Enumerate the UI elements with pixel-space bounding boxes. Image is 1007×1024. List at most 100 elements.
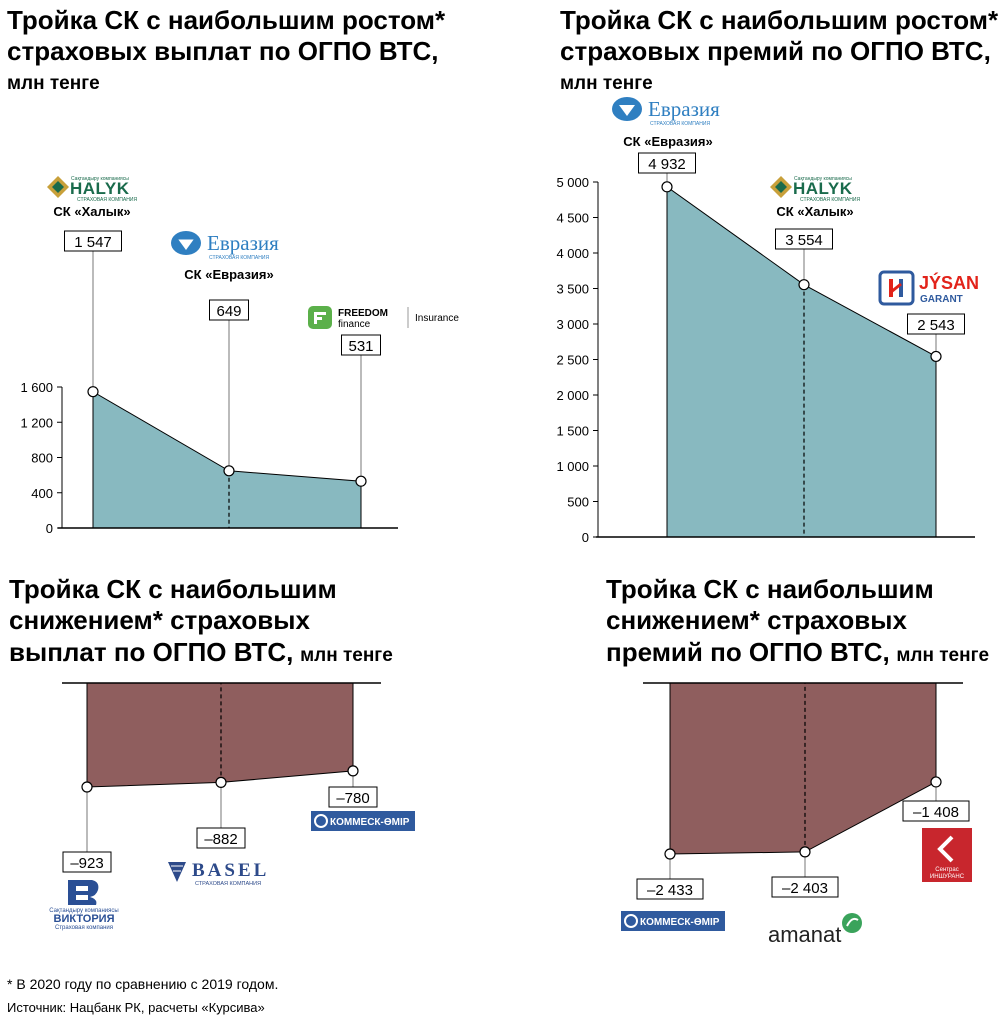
chart4-point	[664, 848, 676, 860]
sentras-word: Сентрас	[935, 867, 958, 873]
chart2-title-unit: млн тенге	[560, 72, 653, 94]
viktoriya-emblem-icon	[68, 880, 99, 905]
chart2-point	[798, 279, 810, 291]
chart2-halyk-caption: СК «Халык»	[776, 204, 853, 219]
halyk-sub-text: СТРАХОВАЯ КОМПАНИЯ	[77, 197, 137, 203]
kommesk-logo-2: КОММЕСК-ӨМІР	[621, 911, 725, 931]
chart2-y-tick-label: 1 000	[556, 459, 589, 474]
diamond-icon	[171, 231, 201, 255]
chart4-plot: –2 433 –2 403 –1 408	[636, 682, 970, 900]
kommesk-logo: КОММЕСК-ӨМІР	[311, 811, 415, 831]
chart4-point	[930, 776, 942, 788]
freedom-insurance-word: Insurance	[415, 313, 459, 324]
chart3-title: Тройка СК с наибольшим снижением* страхо…	[9, 574, 409, 668]
chart2-value-label: 2 543	[917, 317, 955, 334]
chart2-y-tick-label: 4 500	[556, 211, 589, 226]
chart1-value-label: 649	[216, 303, 241, 320]
chart1-value-box	[209, 299, 249, 321]
evraziya-word-2: Евразия	[648, 97, 720, 121]
evraziya-sub-text-2: СТРАХОВАЯ КОМПАНИЯ	[650, 121, 710, 127]
chart3-value-box	[196, 827, 246, 849]
chart2-point	[930, 350, 942, 363]
basel-word: BASEL	[192, 860, 269, 881]
chart3-value-box	[328, 786, 378, 808]
halyk-logo-2: Сақтандыру компаниясы HALYK СТРАХОВАЯ КО…	[770, 176, 860, 203]
sentras-emblem-icon	[937, 835, 954, 863]
chart2-y-tick-label: 0	[582, 530, 589, 545]
chart1-point	[223, 465, 235, 477]
chart2-value-label: 3 554	[785, 232, 823, 249]
chart3-value-label: –882	[204, 831, 237, 848]
chart2-y-tick-label: 4 000	[556, 246, 589, 261]
chart4-value-label: –2 403	[782, 880, 828, 897]
chart2-point	[661, 181, 673, 193]
chart4-value-box	[636, 878, 704, 900]
chart3-point	[215, 776, 227, 788]
chart3-point	[347, 765, 359, 777]
chart1-point	[355, 475, 367, 487]
chart1-plot: 0 400 800 1 200 1 600 1 547 649 531	[20, 230, 398, 536]
evraziya-word: Евразия	[207, 231, 279, 255]
chart4-area	[669, 682, 937, 855]
chart4-title-unit: млн тенге	[896, 644, 990, 666]
chart3-title-unit: млн тенге	[300, 644, 393, 666]
freedom-finance-word: finance	[338, 319, 371, 330]
sentras-insurance-word: ИНШУРАНС	[930, 874, 965, 880]
chart1-halyk-caption: СК «Халык»	[53, 204, 130, 219]
chart1-point	[87, 386, 99, 398]
halyk-top-text: Сақтандыру компаниясы	[71, 176, 129, 182]
halyk-top-text-2: Сақтандыру компаниясы	[794, 176, 852, 182]
halyk-sub-text-2: СТРАХОВАЯ КОМПАНИЯ	[800, 197, 860, 203]
chart1-area	[92, 390, 362, 529]
chart1-y-tick-label: 1 200	[20, 415, 53, 430]
evraziya-logo: Евразия СТРАХОВАЯ КОМПАНИЯ	[171, 231, 279, 261]
chart3-value-label: –780	[336, 790, 369, 807]
viktoriya-word: ВИКТОРИЯ	[54, 913, 115, 925]
basel-logo: BASEL СТРАХОВАЯ КОМПАНИЯ	[168, 860, 269, 887]
chart2-y-tick-label: 3 000	[556, 317, 589, 332]
evraziya-sub-text: СТРАХОВАЯ КОМПАНИЯ	[209, 255, 269, 261]
chart2-title: Тройка СК с наибольшим ростом* страховых…	[560, 5, 1000, 96]
chart1-y-tick-label: 800	[31, 451, 53, 466]
amanat-leaf-icon	[842, 913, 862, 933]
chart2-evraziya-caption: СК «Евразия»	[623, 134, 712, 149]
halyk-emblem-icon	[770, 176, 792, 198]
freedom-word: FREEDOM	[338, 308, 388, 319]
halyk-word: HALYK	[70, 179, 130, 198]
chart2-value-box	[638, 152, 696, 174]
chart2-y-tick-label: 3 500	[556, 282, 589, 297]
chart4-value-label: –2 433	[647, 882, 693, 899]
chart1-evraziya-caption: СК «Евразия»	[184, 267, 273, 282]
freedom-logo: FREEDOM finance Insurance	[308, 306, 459, 330]
chart1-value-box	[64, 230, 122, 252]
chart1-value-box	[341, 334, 381, 356]
source-note: Источник: Нацбанк РК, расчеты «Курсива»	[7, 1000, 265, 1015]
basel-emblem-icon	[168, 862, 186, 882]
chart2-title-main: Тройка СК с наибольшим ростом* страховых…	[560, 5, 999, 67]
chart1-value-label: 1 547	[74, 234, 112, 251]
chart2-y-tick-label: 5 000	[556, 175, 589, 190]
chart4-value-box	[771, 876, 839, 898]
chart3-title-main: Тройка СК с наибольшим снижением* страхо…	[9, 574, 337, 667]
diamond-icon	[612, 97, 642, 121]
kommesk-word: КОММЕСК-ӨМІР	[330, 817, 410, 828]
chart3-value-label: –923	[70, 855, 103, 872]
chart1-title: Тройка СК с наибольшим ростом* страховых…	[7, 5, 477, 96]
amanat-word: amanat	[768, 922, 841, 947]
jysan-garant-word: GARANT	[920, 294, 963, 305]
chart3-point	[81, 781, 93, 793]
jysan-emblem-icon	[878, 270, 915, 306]
chart4-value-box	[902, 800, 970, 822]
chart2-y-tick-label: 2 000	[556, 388, 589, 403]
viktoriya-logo: Сақтандыру компаниясы ВИКТОРИЯ Страховая…	[49, 880, 119, 931]
freedom-leaf-icon	[308, 306, 332, 329]
amanat-logo: amanat	[768, 913, 862, 947]
chart4-value-label: –1 408	[913, 804, 959, 821]
jysan-logo: JÝSAN GARANT	[878, 270, 979, 306]
chart2-value-label: 4 932	[648, 156, 686, 173]
sentras-logo: Сентрас ИНШУРАНС	[922, 828, 972, 882]
chart3-plot: –923 –882 –780	[62, 682, 381, 873]
viktoriya-sub-text: Страховая компания	[55, 925, 113, 931]
kommesk-emblem-icon	[314, 814, 328, 828]
